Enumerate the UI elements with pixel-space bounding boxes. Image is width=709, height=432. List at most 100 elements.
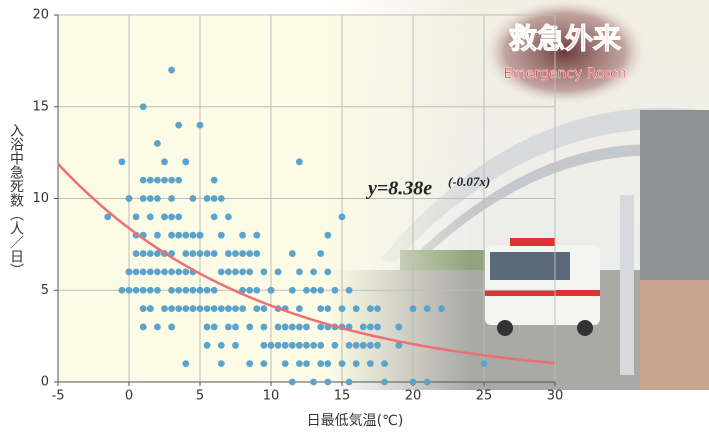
y-tick-label: 5 — [41, 283, 49, 298]
x-tick-label: 5 — [196, 389, 204, 404]
point — [374, 341, 381, 349]
point — [246, 286, 254, 294]
point — [409, 378, 417, 386]
point — [296, 341, 303, 349]
point — [154, 195, 161, 202]
x-tick-label: 10 — [263, 389, 280, 404]
point — [324, 305, 332, 312]
point — [175, 305, 183, 312]
point — [196, 231, 204, 239]
point — [338, 360, 346, 368]
x-tick-label: -5 — [52, 389, 65, 404]
point — [288, 286, 296, 294]
point — [182, 360, 190, 368]
x-tick-label: 15 — [334, 389, 351, 404]
x-tick-label: 20 — [405, 389, 422, 404]
point — [288, 323, 296, 331]
point — [359, 323, 367, 331]
point — [139, 268, 147, 276]
point — [175, 268, 183, 276]
point — [480, 360, 488, 368]
point — [189, 195, 197, 202]
point — [225, 268, 232, 276]
point — [246, 323, 254, 331]
point — [210, 323, 218, 331]
point — [118, 158, 126, 166]
point — [189, 286, 197, 294]
point — [267, 341, 275, 349]
x-tick-label: 30 — [547, 389, 564, 404]
point — [423, 305, 431, 312]
point — [239, 286, 247, 294]
point — [196, 286, 204, 294]
point — [175, 286, 183, 294]
point — [154, 231, 161, 239]
point — [438, 305, 445, 312]
point — [217, 360, 225, 368]
point — [331, 286, 339, 294]
point — [217, 195, 225, 202]
point — [303, 286, 310, 294]
point — [310, 378, 317, 386]
point — [146, 195, 154, 202]
point — [395, 341, 403, 349]
point — [132, 268, 140, 276]
point — [239, 250, 247, 257]
ambulance — [485, 238, 600, 336]
point — [381, 378, 388, 386]
point — [352, 305, 360, 312]
point — [210, 195, 218, 202]
point — [132, 286, 140, 294]
point — [296, 323, 303, 331]
sign: 救急外来 Emergency Room — [480, 0, 650, 107]
point — [139, 195, 147, 202]
point — [203, 305, 211, 312]
point — [118, 286, 126, 294]
point — [196, 250, 204, 257]
point — [217, 305, 225, 312]
point — [274, 323, 282, 331]
point — [182, 158, 190, 166]
point — [175, 176, 183, 184]
point — [217, 268, 225, 276]
point — [246, 268, 254, 276]
point — [296, 305, 303, 312]
point — [196, 305, 204, 312]
point — [182, 268, 190, 276]
point — [310, 268, 317, 276]
point — [132, 250, 140, 257]
point — [324, 360, 332, 368]
y-tick-label: 15 — [32, 99, 49, 114]
point — [139, 250, 147, 257]
point — [423, 378, 431, 386]
point — [189, 231, 197, 239]
point — [345, 378, 353, 386]
point — [303, 323, 310, 331]
point — [139, 286, 147, 294]
point — [175, 213, 183, 221]
point — [139, 103, 147, 111]
point — [274, 268, 282, 276]
point — [210, 176, 218, 184]
point — [310, 341, 317, 349]
point — [246, 250, 254, 257]
point — [274, 341, 282, 349]
point — [125, 195, 133, 202]
point — [168, 195, 176, 202]
point — [203, 286, 211, 294]
fit-curve — [57, 162, 556, 365]
x-tick-label: 25 — [476, 389, 493, 404]
point — [239, 268, 247, 276]
point — [203, 323, 211, 331]
y-tick-label: 20 — [32, 8, 49, 23]
point — [210, 286, 218, 294]
point — [168, 268, 176, 276]
point — [175, 121, 183, 129]
point — [367, 360, 374, 368]
point — [225, 213, 232, 221]
point — [161, 305, 168, 312]
point — [139, 176, 147, 184]
point — [154, 140, 161, 147]
point — [168, 323, 176, 331]
